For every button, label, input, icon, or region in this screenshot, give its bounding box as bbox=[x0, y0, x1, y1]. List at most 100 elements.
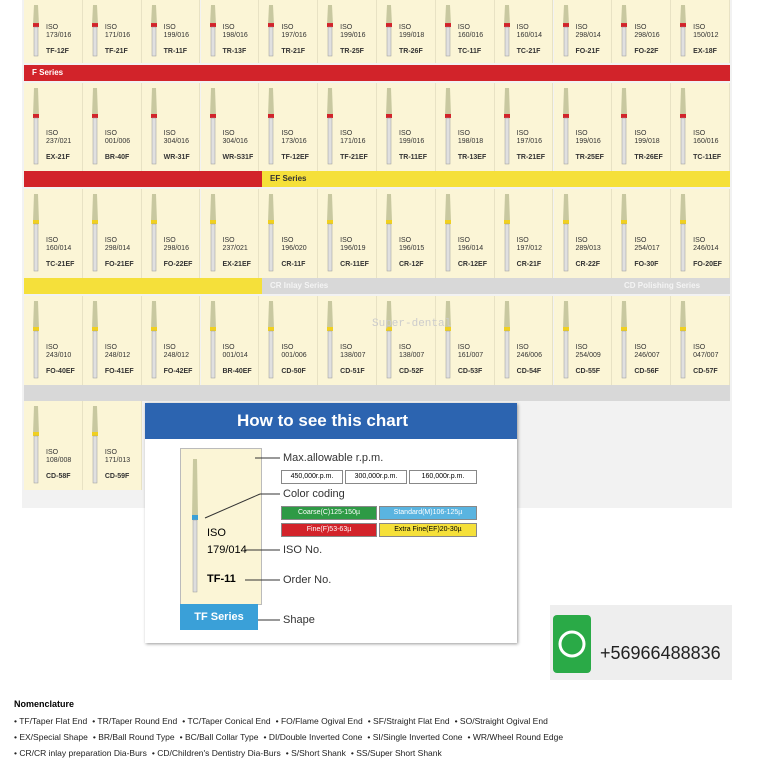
iso-label: ISO bbox=[693, 237, 706, 244]
bur-cell: ISO 171/013 CD-59F bbox=[82, 401, 142, 490]
bur-image bbox=[268, 5, 275, 57]
iso-label: ISO bbox=[457, 24, 470, 31]
iso-number: 171/013 bbox=[104, 457, 131, 464]
iso-number: 196/015 bbox=[399, 245, 425, 252]
bur-cell: ISO 198/016 TR-13F bbox=[200, 0, 260, 63]
iso-label: ISO bbox=[457, 130, 470, 137]
order-number: TC-21F bbox=[516, 48, 541, 55]
bur-image bbox=[33, 406, 39, 484]
iso-label: ISO bbox=[575, 130, 588, 137]
iso-number: 198/016 bbox=[222, 32, 248, 39]
order-number: TF-12F bbox=[46, 48, 69, 55]
bur-cell: ISO 150/012 EX-18F bbox=[671, 0, 730, 63]
order-number: WR-31F bbox=[163, 154, 190, 161]
rpm-chip: 160,000r.p.m. bbox=[409, 470, 477, 484]
iso-label: ISO bbox=[399, 344, 412, 351]
bur-image bbox=[444, 5, 451, 57]
watermark: Super-dental bbox=[372, 318, 452, 330]
bur-image bbox=[91, 88, 98, 165]
bur-cell: ISO 289/013 CR-22F bbox=[553, 189, 613, 278]
iso-number: 246/014 bbox=[693, 245, 719, 252]
cd-series-bar: CD Polishing Series bbox=[616, 278, 730, 294]
iso-label: ISO bbox=[46, 237, 59, 244]
iso-number: 248/012 bbox=[163, 352, 189, 359]
order-number: TR-21EF bbox=[516, 154, 546, 161]
order-number: TC-11EF bbox=[693, 154, 722, 161]
bullet: • bbox=[454, 716, 460, 726]
sample-iso-no: 179/014 bbox=[207, 544, 247, 556]
bur-cell: ISO 199/016 TR-25EF bbox=[553, 83, 613, 171]
order-number: TR-11F bbox=[163, 48, 187, 55]
order-number: TF-21F bbox=[104, 48, 128, 55]
series-bar bbox=[24, 171, 262, 187]
order-number: CD-55F bbox=[575, 368, 601, 375]
iso-label: ISO bbox=[340, 24, 353, 31]
bur-image bbox=[91, 406, 98, 484]
iso-label: ISO bbox=[104, 130, 117, 137]
iso-label: ISO bbox=[281, 237, 294, 244]
bullet: • bbox=[182, 716, 188, 726]
nomenclature-item: TF/Taper Flat End bbox=[19, 716, 88, 726]
bur-image bbox=[33, 5, 39, 57]
order-number: TR-25EF bbox=[575, 154, 604, 161]
order-number: TF-12EF bbox=[281, 154, 309, 161]
rpm-chip: 300,000r.p.m. bbox=[345, 470, 407, 484]
bur-image bbox=[503, 5, 510, 57]
bullet: • bbox=[92, 732, 99, 742]
iso-number: 199/016 bbox=[163, 32, 189, 39]
order-number: EX-21F bbox=[46, 154, 70, 161]
bur-image bbox=[150, 88, 157, 165]
bur-cell: ISO 198/018 TR-13EF bbox=[435, 83, 495, 171]
iso-label: ISO bbox=[46, 24, 59, 31]
order-number: CR-11F bbox=[281, 261, 306, 268]
iso-number: 298/014 bbox=[104, 245, 131, 252]
bur-image bbox=[327, 194, 334, 272]
bur-cell: ISO 160/016 TC-11EF bbox=[671, 83, 730, 171]
iso-label: ISO bbox=[340, 344, 353, 351]
bur-cell: ISO 298/016 FO-22F bbox=[612, 0, 672, 63]
bur-cell: ISO 047/007 CD-57F bbox=[671, 296, 730, 385]
iso-label: ISO bbox=[457, 344, 470, 351]
iso-number: 199/018 bbox=[634, 138, 660, 145]
iso-number: 298/016 bbox=[634, 32, 660, 39]
color-chip: Fine(F)53-63µ bbox=[281, 523, 377, 537]
bur-image bbox=[91, 5, 98, 57]
bur-image bbox=[562, 301, 569, 379]
bur-image bbox=[562, 194, 569, 272]
bur-image bbox=[562, 5, 569, 57]
order-number: TF-21EF bbox=[340, 154, 368, 161]
bur-cell: ISO 197/016 TR-21EF bbox=[494, 83, 554, 171]
iso-label: ISO bbox=[516, 24, 529, 31]
bur-image bbox=[150, 5, 157, 57]
bur-cell: ISO 254/009 CD-55F bbox=[553, 296, 613, 385]
order-number: BR-40EF bbox=[222, 368, 252, 375]
bur-image bbox=[444, 194, 451, 272]
order-number: FO-20EF bbox=[693, 261, 722, 268]
color-chip: Coarse(C)125-150µ bbox=[281, 506, 377, 520]
bullet: • bbox=[367, 716, 374, 726]
iso-number: 199/016 bbox=[399, 138, 425, 145]
iso-label: ISO bbox=[163, 130, 176, 137]
bur-cell: ISO 171/016 TF-21F bbox=[82, 0, 142, 63]
nomenclature-item: TR/Taper Round End bbox=[97, 716, 178, 726]
order-number: TR-13EF bbox=[457, 154, 487, 161]
iso-label: ISO bbox=[222, 237, 235, 244]
iso-number: 199/018 bbox=[399, 32, 425, 39]
nomenclature-item: S/Short Shank bbox=[291, 748, 346, 758]
iso-no-label: ISO No. bbox=[283, 544, 323, 556]
order-number: CR-12EF bbox=[457, 261, 488, 268]
iso-number: 298/014 bbox=[575, 32, 601, 39]
order-number: CD-52F bbox=[399, 368, 424, 375]
bur-image bbox=[91, 194, 98, 272]
bur-cell: ISO 173/016 TF-12F bbox=[24, 0, 83, 63]
bur-image bbox=[386, 301, 392, 379]
bur-image bbox=[621, 301, 628, 379]
iso-number: 173/016 bbox=[281, 138, 307, 145]
iso-number: 138/007 bbox=[399, 352, 425, 359]
order-number: TR-26F bbox=[399, 48, 423, 55]
iso-number: 108/008 bbox=[46, 457, 72, 464]
bur-cell: ISO 160/014 TC-21EF bbox=[24, 189, 83, 278]
order-number: CD-56F bbox=[634, 368, 659, 375]
iso-label: ISO bbox=[457, 237, 470, 244]
nomenclature-title: Nomenclature bbox=[14, 699, 75, 709]
